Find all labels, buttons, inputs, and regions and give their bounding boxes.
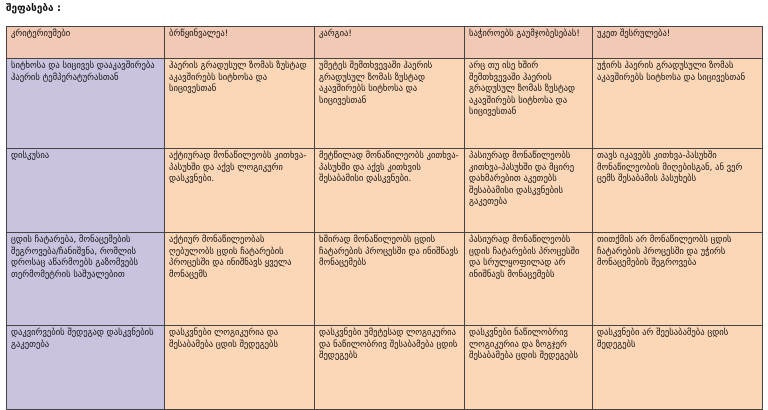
table-cell: უჭირს ჰაერის გრადუსული ზომას აკავშირებს …: [592, 58, 763, 149]
table-cell: თავს იკავებს კითხვა-პასუხში მონაწილეობის…: [592, 148, 763, 233]
table-cell: დასკვნები ნაწილობრივ ლოგიკურია და ზოგჯერ…: [464, 325, 593, 410]
table-cell: პასიურად მონაწილეობს ცდის ჩატარების პროც…: [464, 232, 593, 326]
header-needs-improvement: საჭიროებს გაუმჯობესებას!: [464, 26, 593, 59]
table-cell: არც თუ ისე ხშირ შემთხვევაში ჰაერის გრადუ…: [464, 58, 593, 149]
table-cell: თითქმის არ მონაწილეობს ცდის ჩატარების პრ…: [592, 232, 763, 326]
table-cell: ჰაერის გრადუსულ ზომას ზუსტად აკავშირებს …: [164, 58, 315, 149]
header-poor: უკეთ შესრულება!: [592, 26, 763, 59]
table-cell: დასკვნები ლოგიკურია და შესაბამება ცდის შ…: [164, 325, 315, 410]
table-row: ცდის ჩატარება, მონაცემების შეგროვება/ჩან…: [6, 232, 763, 326]
header-row: კრიტერიუმები ბრწყინვალეა! კარგია! საჭირო…: [6, 26, 763, 59]
table-row: სიტხოსა და სიცივეს დააკავშირება ჰაერის ტ…: [6, 58, 763, 149]
section-heading: შეფასება :: [6, 3, 62, 14]
header-good: კარგია!: [314, 26, 465, 59]
criterion-cell: სიტხოსა და სიცივეს დააკავშირება ჰაერის ტ…: [6, 58, 165, 149]
criterion-cell: დისკუსია: [6, 148, 165, 233]
table-cell: აქტიურ მონაწილეობას ღებულობს ცდის ჩატარე…: [164, 232, 315, 326]
table-row: დისკუსია აქტიურად მონაწილეობს კითხვა- პა…: [6, 148, 763, 233]
table-cell: ხშირად მონაწილეობს ცდის ჩატარების პროცეს…: [314, 232, 465, 326]
criterion-cell: დაკვირვების შედეგად დასკვნების გაკეთება: [6, 325, 165, 410]
table-cell: აქტიურად მონაწილეობს კითხვა- პასუხში და …: [164, 148, 315, 233]
table-row: დაკვირვების შედეგად დასკვნების გაკეთება …: [6, 325, 763, 410]
table-cell: დასკვნები უმეტესად ლოგიკურია და ნაწილობრ…: [314, 325, 465, 410]
rubric-table: კრიტერიუმები ბრწყინვალეა! კარგია! საჭირო…: [6, 26, 763, 410]
table-cell: დასკვნები არ შეესაბამება ცდის შედეგებს: [592, 325, 763, 410]
header-excellent: ბრწყინვალეა!: [164, 26, 315, 59]
table-cell: უმეტეს შემთხვევაში ჰაერის გრადუსულ ზომას…: [314, 58, 465, 149]
criterion-cell: ცდის ჩატარება, მონაცემების შეგროვება/ჩან…: [6, 232, 165, 326]
table-cell: მეტწილად მონაწილეობს კითხვა- პასუხში და …: [314, 148, 465, 233]
table-cell: პასიურად მონაწილეობს კითხვა-პასუხში და მ…: [464, 148, 593, 233]
header-criteria: კრიტერიუმები: [6, 26, 165, 59]
